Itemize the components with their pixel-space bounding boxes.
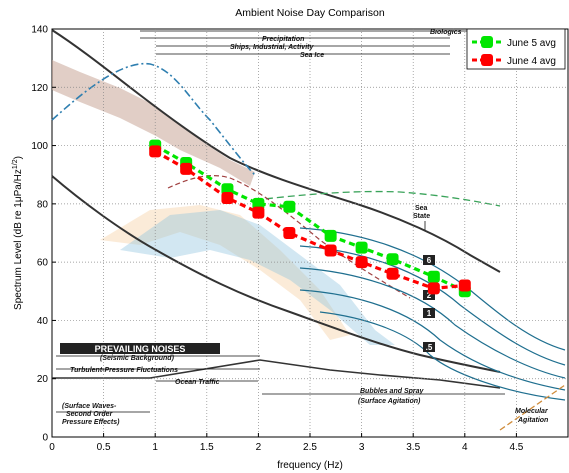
annotation-turbulent: Turbulent-Pressure Fluctuations bbox=[70, 367, 178, 374]
annotation-surface-waves-2: Second Order bbox=[66, 411, 114, 418]
chart-title: Ambient Noise Day Comparison bbox=[235, 7, 385, 19]
legend-entry-june5: June 5 avg bbox=[507, 38, 556, 49]
y-tick-label: 100 bbox=[31, 141, 48, 152]
data-point-june5 bbox=[386, 253, 399, 266]
annotation-ocean-traffic: Ocean Traffic bbox=[175, 379, 220, 386]
annotation-sea-ice: Sea Ice bbox=[300, 52, 324, 59]
data-point-june4 bbox=[252, 206, 265, 219]
sea-state-4 bbox=[299, 245, 566, 366]
x-tick-label: 0.5 bbox=[97, 442, 111, 453]
sea-state-label-2: 2 bbox=[427, 291, 432, 300]
molecular-dashed bbox=[499, 384, 566, 431]
data-point-june4 bbox=[180, 162, 193, 175]
annotation-seismic: (Seismic Background) bbox=[100, 355, 175, 362]
annotation-surface-waves-1: (Surface Waves- bbox=[62, 403, 117, 410]
blue-region bbox=[120, 210, 395, 345]
annotations: Biologics Precipitation Ships, Industria… bbox=[56, 29, 549, 426]
lower-black-curve bbox=[51, 175, 501, 373]
data-point-june5 bbox=[324, 229, 337, 242]
annotation-molecular-1: Molecular bbox=[515, 408, 549, 415]
green-dashed-ref bbox=[254, 190, 501, 207]
tan-region bbox=[100, 205, 350, 340]
data-point-june5 bbox=[427, 270, 440, 283]
x-tick-label: 3 bbox=[359, 442, 365, 453]
y-tick-label: 120 bbox=[31, 83, 48, 94]
bottom-black-curve bbox=[52, 359, 501, 389]
y-tick-label: 0 bbox=[42, 433, 48, 444]
data-point-june4 bbox=[324, 244, 337, 257]
legend-entry-june4: June 4 avg bbox=[507, 56, 556, 67]
sea-state-1 bbox=[299, 289, 566, 391]
data-point-june4 bbox=[221, 192, 234, 205]
x-tick-label: 4.5 bbox=[509, 442, 523, 453]
shipping-band bbox=[52, 60, 255, 186]
x-tick-label: 1 bbox=[152, 442, 158, 453]
data-point-june4 bbox=[355, 256, 368, 269]
x-tick-label: 2 bbox=[256, 442, 262, 453]
background-reference-curves bbox=[51, 29, 566, 431]
y-axis-label: Spectrum Level (dB re 1μPa/Hz1/2) bbox=[12, 156, 24, 310]
series-line-june5 bbox=[154, 144, 466, 293]
annotation-bubbles: Bubbles and Spray bbox=[360, 388, 425, 395]
annotation-precipitation: Precipitation bbox=[262, 36, 304, 43]
sea-state-label-1: 1 bbox=[427, 309, 432, 318]
legend: June 5 avg June 4 avg bbox=[466, 28, 566, 70]
grid-lines bbox=[52, 29, 568, 437]
y-tick-label: 80 bbox=[37, 199, 49, 210]
data-point-june4 bbox=[283, 227, 296, 239]
x-tick-label: 2.5 bbox=[303, 442, 317, 453]
sea-state-2 bbox=[299, 267, 566, 379]
annotation-prevailing-noises: PREVAILING NOISES bbox=[95, 344, 186, 354]
annotation-ships: Ships, Industrial, Activity bbox=[230, 44, 314, 51]
upper-black-curve bbox=[51, 29, 501, 273]
annotation-surface-agitation: (Surface Agitation) bbox=[358, 398, 421, 405]
ice-blue-dashdot bbox=[51, 63, 256, 176]
x-tick-label: 4 bbox=[462, 442, 468, 453]
y-axis-label-sup: 1/2 bbox=[12, 159, 19, 169]
data-point-june5 bbox=[355, 241, 368, 254]
data-point-june4 bbox=[386, 267, 399, 280]
annotation-molecular-2: Agitation bbox=[517, 417, 548, 424]
y-tick-label: 60 bbox=[37, 258, 49, 269]
data-point-june4 bbox=[427, 282, 440, 295]
y-axis-label-main: Spectrum Level (dB re 1μPa/Hz bbox=[13, 169, 24, 310]
y-axis-label-close: ) bbox=[13, 156, 24, 159]
annotation-sea-state: Sea bbox=[415, 205, 428, 212]
annotation-biologics: Biologics bbox=[430, 29, 462, 36]
data-point-june4 bbox=[458, 279, 471, 292]
data-point-june5 bbox=[283, 200, 296, 213]
series-line-june4 bbox=[154, 150, 465, 290]
data-point-june4 bbox=[149, 145, 162, 158]
sea-state-label-6: 6 bbox=[427, 256, 432, 265]
x-tick-label: 0 bbox=[49, 442, 55, 453]
x-tick-label: 3.5 bbox=[406, 442, 420, 453]
data-series bbox=[149, 139, 471, 298]
y-tick-label: 40 bbox=[37, 316, 49, 327]
y-tick-label: 20 bbox=[37, 374, 49, 385]
sea-state-label-05: .5 bbox=[426, 343, 433, 352]
x-tick-label: 1.5 bbox=[200, 442, 214, 453]
annotation-sea-state-2: State bbox=[413, 213, 430, 220]
annotation-surface-waves-3: Pressure Effects) bbox=[62, 419, 120, 426]
y-tick-label: 140 bbox=[31, 25, 48, 36]
x-axis-label: frequency (Hz) bbox=[277, 460, 343, 471]
